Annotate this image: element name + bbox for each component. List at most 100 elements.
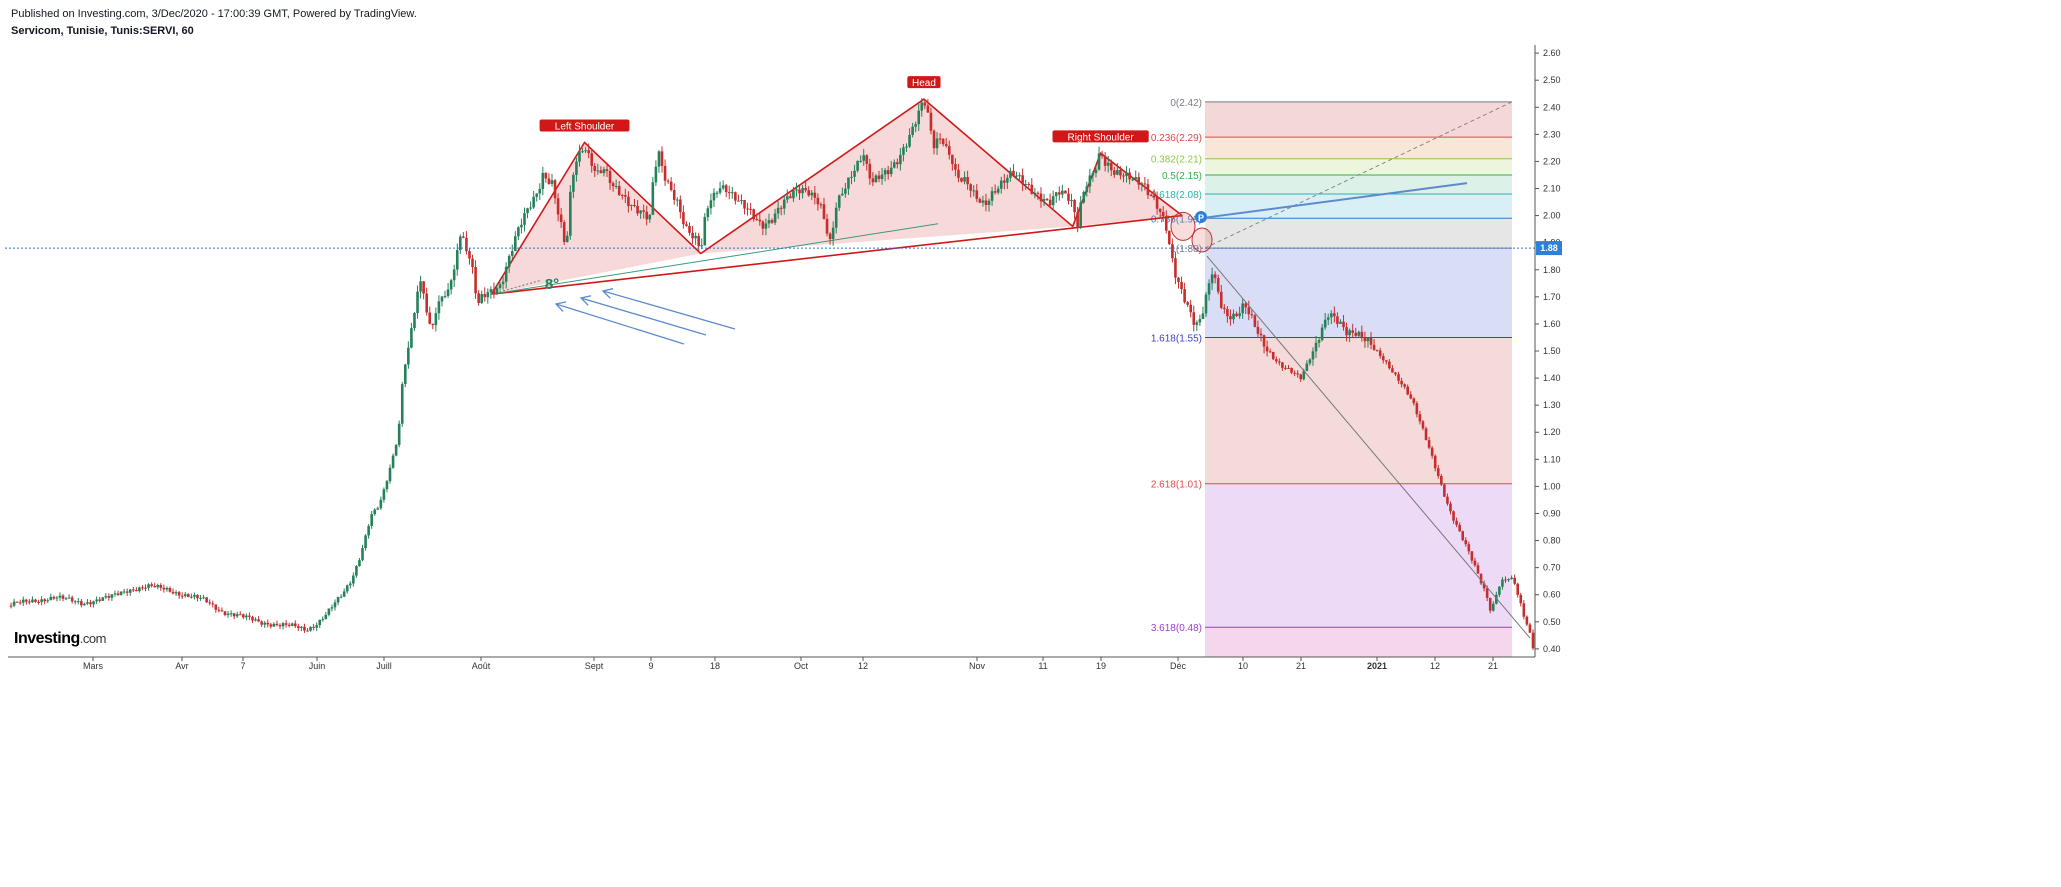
candle-body — [1464, 540, 1468, 545]
candle-body — [990, 191, 994, 201]
investing-logo: Investing.com — [14, 630, 106, 648]
candle-body — [700, 245, 704, 247]
candle-body — [779, 207, 783, 209]
candle-body — [1284, 367, 1287, 369]
candle-body — [434, 313, 438, 326]
candle-body — [37, 601, 40, 603]
right-shoulder-label: Right Shoulder — [1068, 132, 1135, 143]
candle-body — [972, 190, 976, 192]
candle-body — [526, 208, 529, 214]
candle-body — [1039, 193, 1043, 202]
candle-body — [1021, 175, 1024, 185]
candle-body — [917, 110, 921, 125]
candle-body — [1391, 368, 1394, 373]
candle-body — [327, 608, 331, 615]
candle-body — [520, 224, 523, 228]
pattern-outline — [490, 98, 1183, 295]
candle-body — [1507, 579, 1510, 581]
candle-body — [1152, 195, 1156, 198]
fib-label: 0(2.42) — [1170, 98, 1202, 109]
candle-body — [1045, 198, 1049, 200]
candle-body — [944, 144, 948, 147]
y-tick-label: 1.20 — [1543, 427, 1561, 437]
decline-trend-line — [1206, 255, 1531, 639]
candle-body — [868, 163, 872, 179]
candle-body — [1360, 331, 1364, 338]
candle-body — [1131, 179, 1134, 181]
candle-body — [547, 178, 551, 184]
candle-body — [364, 535, 367, 549]
candle-body — [535, 193, 539, 197]
candle-body — [1418, 414, 1422, 422]
candle-body — [150, 584, 153, 587]
candle-body — [679, 199, 682, 213]
candle-body — [663, 165, 667, 181]
candle-body — [55, 597, 59, 599]
candle-body — [1238, 313, 1241, 317]
x-tick-label: Déc — [1170, 661, 1187, 671]
candle-body — [688, 225, 691, 233]
candle-body — [177, 592, 181, 596]
candle-body — [529, 207, 532, 209]
candle-body — [489, 289, 493, 293]
candle-body — [1317, 340, 1321, 343]
candle-body — [1305, 363, 1309, 371]
candle-body — [1113, 170, 1116, 175]
candle-body — [746, 208, 749, 210]
candle-body — [1278, 361, 1281, 363]
y-tick-label: 1.40 — [1543, 373, 1561, 383]
candle-body — [46, 600, 50, 602]
last-price-label: 1.88 — [1540, 243, 1558, 253]
candle-body — [703, 217, 707, 246]
candle-body — [510, 251, 514, 256]
candle-body — [25, 599, 28, 602]
candle-body — [1116, 170, 1119, 175]
highlight-circle — [1170, 211, 1196, 241]
candle-body — [1235, 313, 1238, 317]
candle-body — [1070, 199, 1073, 201]
candle-body — [1290, 368, 1293, 373]
candle-body — [960, 177, 963, 182]
candle-body — [370, 514, 373, 526]
candle-body — [694, 235, 697, 239]
candle-body — [211, 603, 215, 605]
candle-body — [755, 218, 759, 220]
fib-label: 0.236(2.29) — [1151, 133, 1202, 144]
right-shoulder-label-bg — [1052, 130, 1149, 143]
candle-body — [886, 170, 890, 175]
candle-body — [1449, 503, 1452, 512]
candle-body — [569, 191, 572, 236]
y-tick-label: 2.10 — [1543, 184, 1561, 194]
fib-label: 1.618(1.55) — [1151, 333, 1202, 344]
fib-label: 2.618(1.01) — [1151, 480, 1202, 491]
candle-body — [34, 599, 37, 602]
candle-body — [80, 601, 83, 606]
candle-body — [1412, 398, 1416, 404]
candle-body — [1146, 184, 1150, 196]
candle-body — [1161, 211, 1165, 217]
candle-body — [162, 587, 166, 590]
candlestick-series — [9, 98, 1535, 651]
candle-body — [272, 623, 276, 627]
candle-body — [648, 214, 652, 220]
candle-body — [1473, 560, 1477, 566]
candle-body — [413, 313, 416, 329]
candle-body — [1085, 186, 1089, 192]
candle-body — [1183, 289, 1186, 303]
candle-body — [278, 625, 282, 627]
left-shoulder-label: Left Shoulder — [555, 121, 615, 132]
candle-body — [1262, 335, 1266, 347]
y-tick-label: 0.90 — [1543, 508, 1561, 518]
candle-body — [168, 587, 172, 592]
candle-body — [297, 626, 300, 628]
x-tick-label: 18 — [710, 661, 720, 671]
last-price-badge — [1536, 241, 1562, 256]
candle-body — [581, 151, 584, 153]
candle-body — [1030, 184, 1034, 194]
candle-body — [1259, 333, 1263, 336]
candle-body — [480, 294, 483, 303]
candle-body — [86, 602, 89, 604]
candle-body — [125, 591, 129, 593]
candle-body — [1247, 307, 1251, 315]
